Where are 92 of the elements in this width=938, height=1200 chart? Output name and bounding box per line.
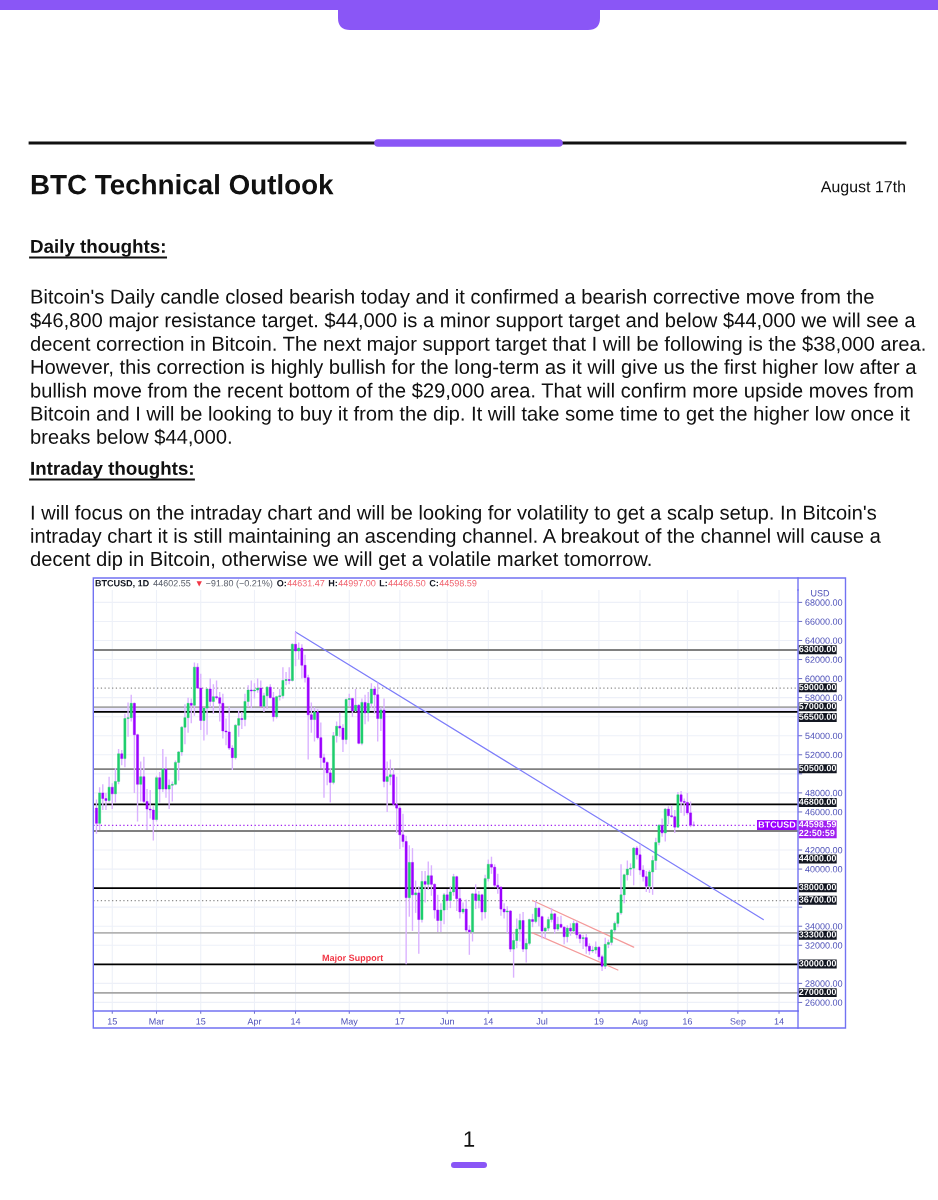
- y-tick-label: 28000.00: [805, 980, 843, 987]
- candlestick: [673, 809, 677, 834]
- candlestick: [411, 847, 414, 932]
- text: 44602.55: [153, 580, 191, 587]
- text: ▼: [196, 581, 202, 587]
- ref-line-label: 30000.00: [798, 960, 837, 967]
- x-tick-label: 15: [196, 1018, 206, 1025]
- ref-line-label: 27000.00: [799, 988, 837, 996]
- candlestick: [572, 919, 575, 934]
- x-tick-label: Apr: [247, 1018, 262, 1027]
- candlestick: [158, 771, 161, 804]
- x-tick-label: 19: [594, 1018, 604, 1025]
- candlestick: [575, 919, 579, 940]
- candlestick: [376, 681, 379, 743]
- chart-title: BTC Technical Outlook: [31, 174, 334, 195]
- candlestick: [95, 798, 98, 835]
- y-tick-label: 40000.00: [805, 866, 843, 873]
- y-tick-label: 34000.00: [805, 923, 843, 930]
- ref-line-label: 63000.00: [799, 645, 837, 653]
- x-tick-label: Jun: [440, 1018, 454, 1025]
- text: August 17th: [820, 180, 905, 196]
- candlestick: [250, 679, 253, 709]
- ref-line-label: 36700.00: [798, 896, 837, 903]
- ref-line-label: 59000.00: [799, 683, 837, 691]
- candlestick: [632, 846, 635, 886]
- ref-line-label: 57000.00: [799, 702, 837, 710]
- x-tick-label: Mar: [149, 1018, 165, 1025]
- x-tick-label: Aug: [631, 1018, 648, 1027]
- ref-line-label: 38000.00: [798, 883, 837, 891]
- y-tick-label: 66000.00: [805, 618, 843, 625]
- x-tick-label: Sep: [730, 1018, 746, 1027]
- candlestick: [110, 782, 114, 810]
- y-tick-label: 48000.00: [805, 789, 843, 797]
- candlestick: [531, 913, 534, 928]
- candlestick: [189, 697, 193, 725]
- candlestick: [534, 900, 537, 925]
- y-tick-label: 54000.00: [805, 732, 843, 740]
- candlestick: [667, 805, 670, 826]
- x-tick-label: May: [341, 1018, 358, 1027]
- candlestick: [98, 786, 101, 831]
- text: Bitcoin's Daily candle closed bearish today and it confirmed a bearish corrective move from the $46,800 major resistance target. $44,000 is a minor support target and below $44,000 we will see a decent correction in Bitcoin. The next major support target that I will be following is the $38,000 area. However, this correction is highly bullish for the long-term as it will give us the first higher low after a bullish move from the recent bottom of the $29,000 area. That will confirm more upside moves from Bitcoin and I will be looking to buy it from the dip. It will take some time to get the higher low once it breaks below $44,000.: [30, 289, 925, 447]
- y-tick-label: 46000.00: [805, 808, 843, 816]
- x-tick-label: 15: [107, 1018, 117, 1025]
- candlestick: [505, 905, 509, 934]
- candlestick: [591, 945, 594, 954]
- text: Intraday thoughts:: [31, 461, 193, 479]
- y-tick-label: 58000.00: [805, 694, 843, 701]
- candlestick: [139, 760, 142, 803]
- text: 1: [464, 1131, 475, 1147]
- y-tick-label: 42000.00: [805, 847, 843, 854]
- ref-line-label: 50500.00: [799, 764, 837, 772]
- candlestick: [253, 682, 256, 700]
- candlestick: [584, 933, 588, 955]
- x-tick-label: Jul: [536, 1017, 548, 1025]
- y-tick-label: 32000.00: [805, 942, 843, 949]
- candlestick: [663, 807, 667, 843]
- ref-line-label: 44000.00: [798, 854, 837, 862]
- ref-line-label: 44598.59 22:50:59: [798, 821, 837, 837]
- candlestick: [354, 688, 357, 713]
- candlestick: [414, 879, 417, 914]
- x-tick-label: 16: [683, 1018, 693, 1025]
- text: I will focus on the intraday chart and will be looking for volatility to get a scalp setup. In Bitcoin's intraday chart it is still maintaining an ascending channel. A breakout of the channel will cause a decent dip in Bitcoin, otherwise we will get a volatile market tomorrow.: [30, 505, 881, 571]
- y-tick-label: 52000.00: [805, 751, 843, 759]
- ref-line-label: 56500.00: [799, 713, 837, 720]
- annotation: Major Support: [322, 954, 384, 963]
- candlestick: [313, 706, 316, 743]
- y-tick-label: 62000.00: [805, 656, 843, 663]
- candlestick: [474, 883, 477, 910]
- candlestick: [679, 790, 683, 814]
- text: −91.80 (−0.21%): [206, 579, 273, 589]
- candlestick: [212, 683, 215, 715]
- text: BTCUSD, 1D: [95, 580, 149, 588]
- text: Daily thoughts:: [31, 239, 165, 257]
- text: BTCUSD: [758, 821, 796, 828]
- x-tick-label: 14: [774, 1018, 784, 1025]
- x-tick-label: 14: [483, 1018, 494, 1025]
- y-axis-title: USD: [811, 590, 830, 597]
- ref-line-label: 33300.00: [798, 931, 837, 938]
- candlestick: [294, 631, 297, 667]
- x-tick-label: 17: [395, 1018, 405, 1025]
- y-tick-label: 68000.00: [805, 599, 843, 606]
- y-tick-label: 64000.00: [805, 637, 843, 644]
- ref-line-label: 46800.00: [798, 798, 837, 805]
- x-tick-label: 14: [291, 1018, 301, 1025]
- candlestick: [101, 783, 105, 811]
- candlestick: [445, 888, 449, 911]
- candlestick: [569, 922, 572, 937]
- y-tick-label: 60000.00: [805, 675, 843, 682]
- candlestick: [259, 679, 263, 708]
- text: O:44631.47 H:44997.00 L:44466.50 C:44598.59: [277, 580, 477, 587]
- candlestick: [553, 912, 556, 935]
- y-tick-label: 26000.00: [805, 999, 843, 1006]
